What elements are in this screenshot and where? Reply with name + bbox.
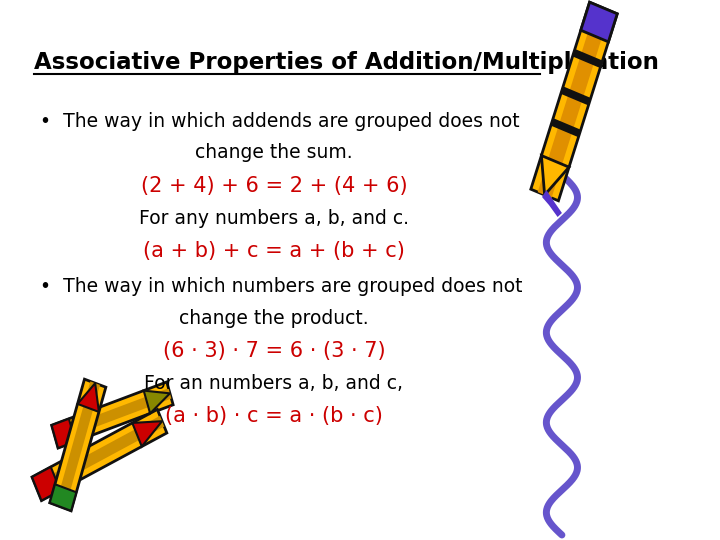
Polygon shape [32,409,167,501]
Text: For an numbers a, b, and c,: For an numbers a, b, and c, [145,374,403,393]
Text: •  The way in which numbers are grouped does not: • The way in which numbers are grouped d… [40,276,523,296]
Text: Associative Properties of Addition/Multiplication: Associative Properties of Addition/Multi… [35,51,659,73]
Text: (6 · 3) · 7 = 6 · (3 · 7): (6 · 3) · 7 = 6 · (3 · 7) [163,341,385,361]
Polygon shape [52,418,76,448]
Polygon shape [144,390,170,414]
Text: change the product.: change the product. [179,309,369,328]
Polygon shape [572,49,603,68]
Text: change the sum.: change the sum. [195,143,353,162]
Polygon shape [53,388,171,442]
Text: For any numbers a, b, and c.: For any numbers a, b, and c. [139,209,409,228]
Polygon shape [78,383,99,412]
Polygon shape [541,156,569,195]
Polygon shape [50,484,76,511]
Polygon shape [561,86,591,105]
Polygon shape [35,416,164,494]
Text: (a · b) · c = a · (b · c): (a · b) · c = a · (b · c) [165,406,383,426]
Polygon shape [538,5,611,198]
Polygon shape [531,2,617,201]
Polygon shape [551,118,581,137]
Polygon shape [55,381,100,509]
Polygon shape [32,467,60,501]
Text: (2 + 4) + 6 = 2 + (4 + 6): (2 + 4) + 6 = 2 + (4 + 6) [140,176,408,197]
Polygon shape [542,190,562,217]
Polygon shape [581,2,617,42]
Polygon shape [50,379,106,511]
Polygon shape [132,421,162,447]
Text: (a + b) + c = a + (b + c): (a + b) + c = a + (b + c) [143,241,405,261]
Polygon shape [52,382,173,448]
Text: •  The way in which addends are grouped does not: • The way in which addends are grouped d… [40,112,520,131]
